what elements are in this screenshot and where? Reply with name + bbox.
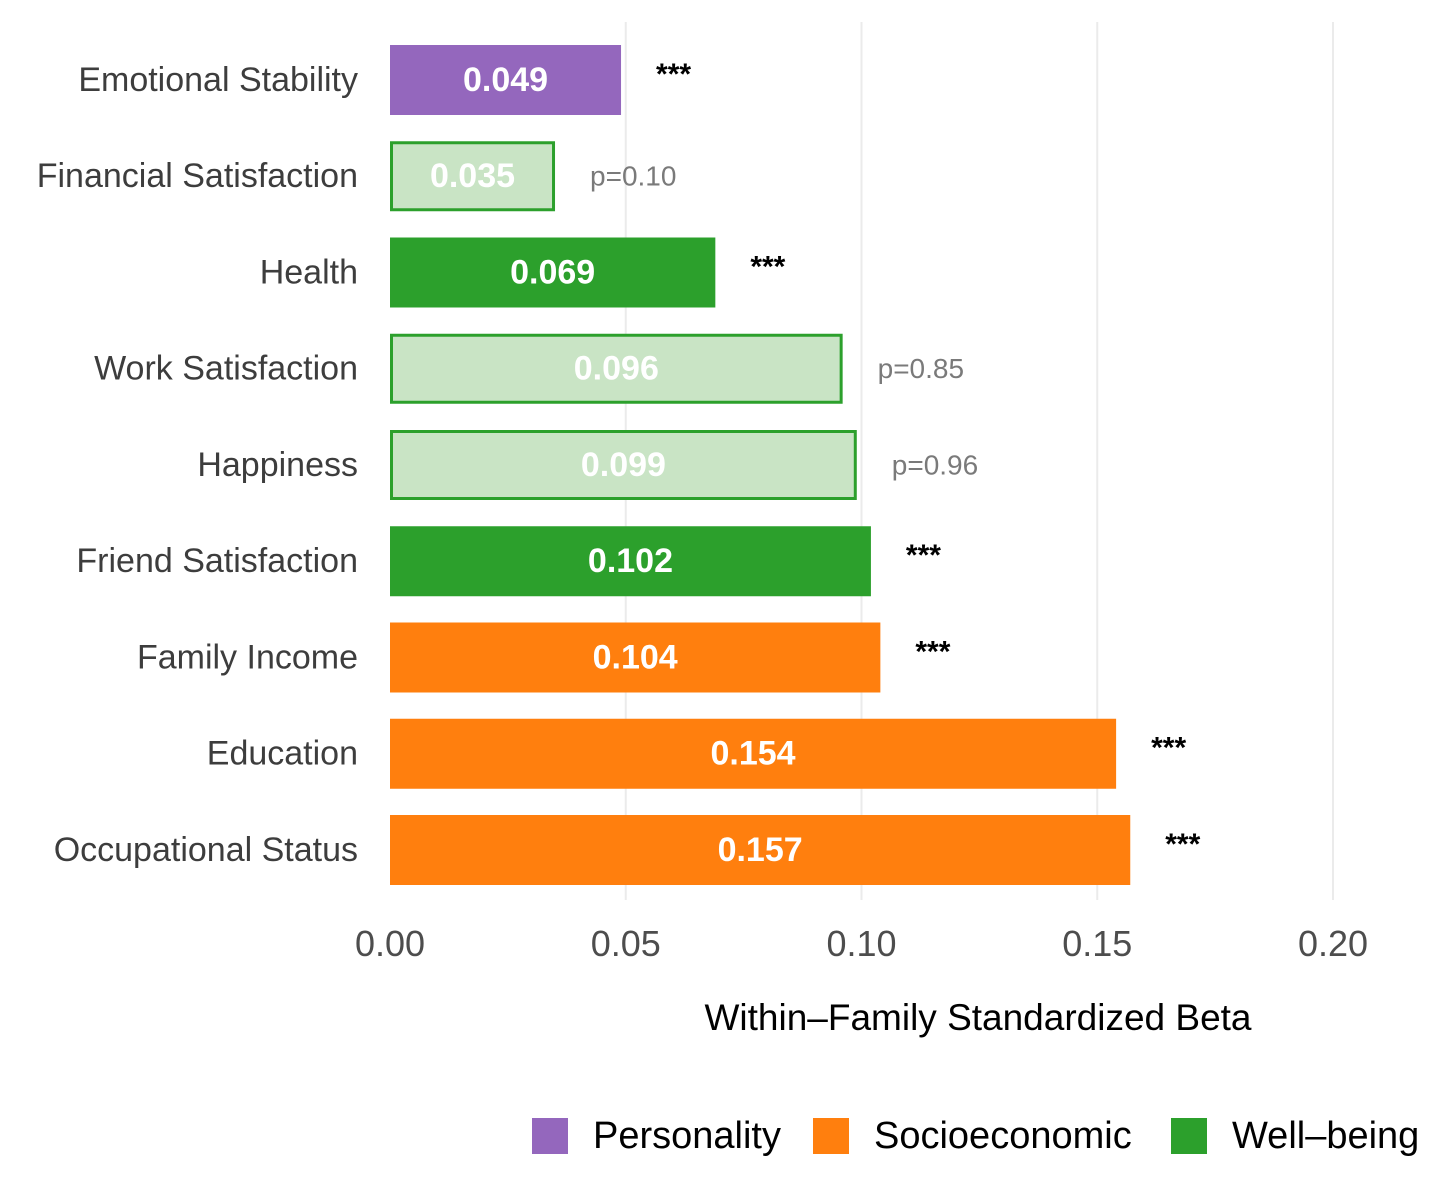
bar-group: Health 0.069 *** xyxy=(260,237,786,308)
value-label: 0.104 xyxy=(593,638,678,676)
bar-group: Happiness 0.099 p=0.96 xyxy=(197,430,978,500)
legend-item: Personality xyxy=(532,1115,781,1157)
value-label: 0.035 xyxy=(430,157,515,195)
bar xyxy=(390,430,857,500)
bar xyxy=(390,815,1131,885)
category-label: Financial Satisfaction xyxy=(37,157,358,195)
significance-stars: *** xyxy=(656,58,691,91)
legend-swatch xyxy=(813,1118,849,1154)
bar-group: Education 0.154 *** xyxy=(207,718,1186,789)
p-value-label: p=0.85 xyxy=(878,353,964,384)
significance-stars: *** xyxy=(1165,828,1200,861)
legend-swatch xyxy=(532,1118,568,1154)
category-label: Work Satisfaction xyxy=(94,350,358,388)
value-label: 0.157 xyxy=(718,831,803,869)
x-tick-label: 0.00 xyxy=(355,923,425,964)
bar xyxy=(390,45,622,115)
significance-stars: *** xyxy=(906,539,941,572)
bar xyxy=(390,237,716,308)
x-tick-label: 0.15 xyxy=(1062,923,1132,964)
significance-stars: *** xyxy=(1151,732,1186,765)
value-label: 0.102 xyxy=(588,542,673,580)
category-label: Emotional Stability xyxy=(78,61,358,99)
x-tick-label: 0.05 xyxy=(591,923,661,964)
x-tick-label: 0.20 xyxy=(1298,923,1368,964)
value-label: 0.049 xyxy=(463,61,548,99)
category-label: Education xyxy=(207,735,358,773)
category-label: Family Income xyxy=(137,638,358,676)
p-value-label: p=0.10 xyxy=(590,161,676,192)
category-label: Happiness xyxy=(197,446,358,484)
x-axis-ticks: 0.00 0.05 0.10 0.15 0.20 xyxy=(355,923,1368,964)
bars: Emotional Stability 0.049 *** Financial Sat… xyxy=(37,45,1201,885)
value-label: 0.099 xyxy=(581,446,666,484)
bar xyxy=(390,333,843,404)
p-value-label: p=0.96 xyxy=(892,449,978,480)
legend-label: Personality xyxy=(593,1115,781,1157)
legend-item: Well–being xyxy=(1171,1115,1419,1157)
bar-group: Emotional Stability 0.049 *** xyxy=(78,45,691,115)
legend-item: Socioeconomic xyxy=(813,1115,1132,1157)
bar-group: Work Satisfaction 0.096 p=0.85 xyxy=(94,333,964,404)
legend: Personality Socioeconomic Well–being xyxy=(532,1115,1419,1157)
bar-group: Occupational Status 0.157 *** xyxy=(54,815,1201,885)
value-label: 0.154 xyxy=(711,735,796,773)
significance-stars: *** xyxy=(750,250,785,283)
bar xyxy=(390,141,556,212)
bar xyxy=(390,526,871,597)
legend-label: Well–being xyxy=(1232,1115,1419,1157)
bar-group: Friend Satisfaction 0.102 *** xyxy=(76,526,941,597)
legend-swatch xyxy=(1171,1118,1207,1154)
category-label: Occupational Status xyxy=(54,831,358,869)
bar-group: Family Income 0.104 *** xyxy=(137,622,951,693)
x-axis-label: Within–Family Standardized Beta xyxy=(704,997,1251,1038)
x-tick-label: 0.10 xyxy=(826,923,896,964)
bar xyxy=(390,622,881,693)
category-label: Health xyxy=(260,253,358,291)
significance-stars: *** xyxy=(915,635,950,668)
value-label: 0.096 xyxy=(574,350,659,388)
bar xyxy=(390,718,1117,789)
legend-label: Socioeconomic xyxy=(874,1115,1132,1157)
value-label: 0.069 xyxy=(510,253,595,291)
bar-group: Financial Satisfaction 0.035 p=0.10 xyxy=(37,141,676,212)
category-label: Friend Satisfaction xyxy=(76,542,358,580)
